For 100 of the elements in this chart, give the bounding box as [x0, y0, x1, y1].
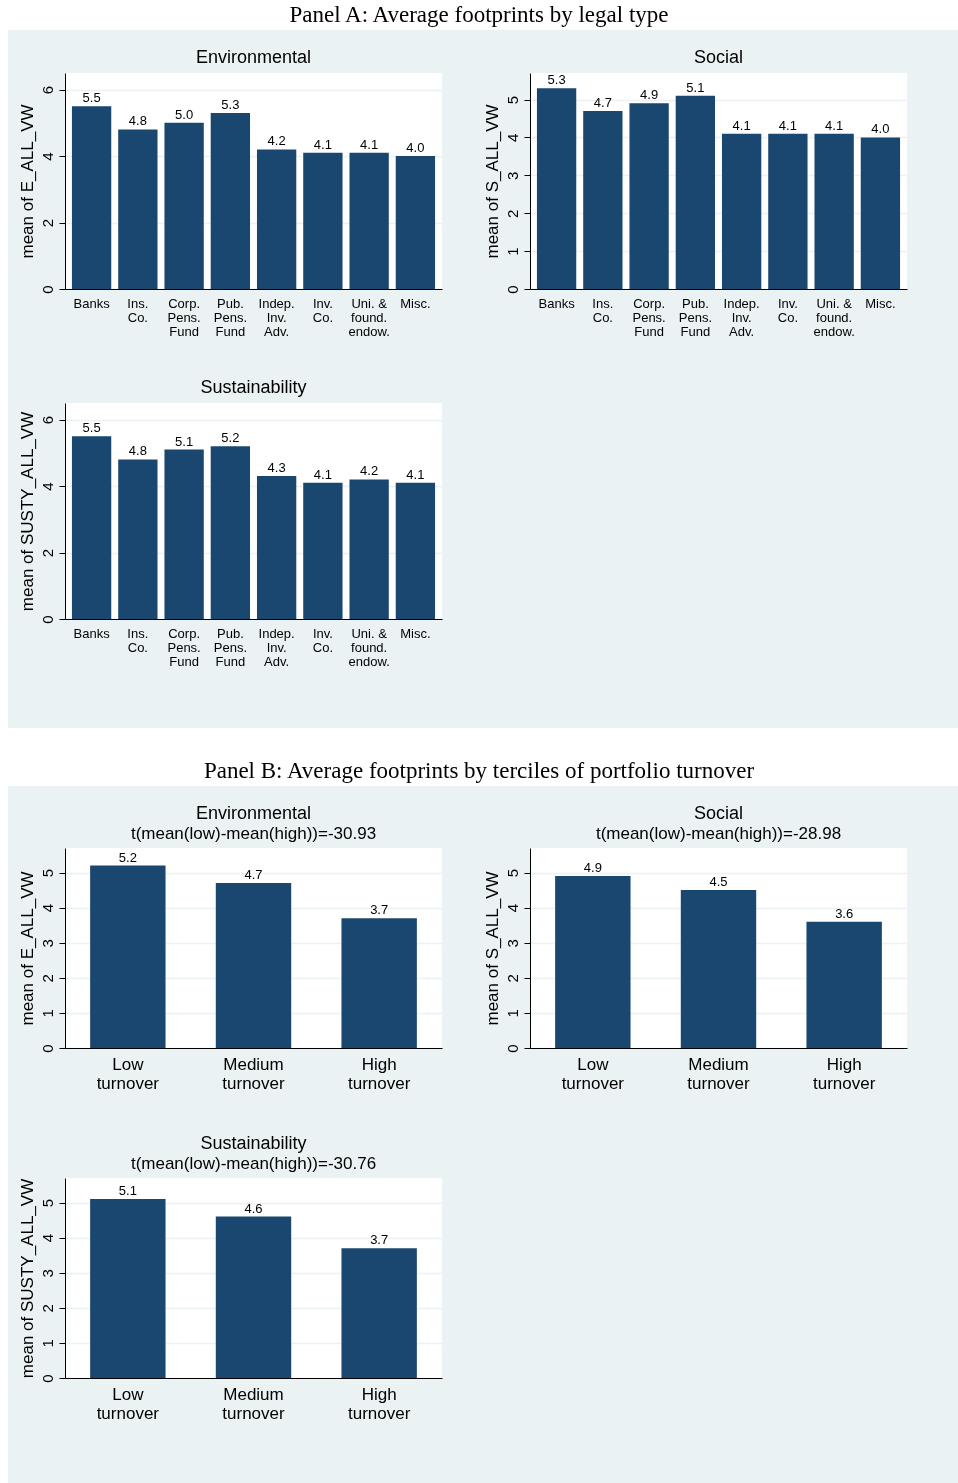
y-axis-title: mean of S_ALL_VW: [482, 871, 502, 1026]
x-tick-label: Banks: [538, 295, 576, 311]
x-tick-label: High turnover: [347, 1054, 411, 1093]
bar: [164, 122, 204, 289]
x-tick-label: Indep. Inv. Adv.: [258, 295, 295, 339]
data-label: 5.0: [175, 106, 194, 122]
bar: [675, 95, 716, 289]
bar: [721, 133, 762, 289]
data-label: 5.1: [175, 433, 194, 449]
chart-subtitle: t(mean(low)-mean(high))=-28.98: [595, 824, 842, 843]
data-label: 5.1: [686, 79, 705, 95]
bar: [536, 88, 577, 289]
bar: [118, 459, 158, 619]
chart-subtitle: t(mean(low)-mean(high))=-30.76: [130, 1154, 377, 1173]
x-tick-label: Banks: [73, 625, 111, 641]
x-tick-label: Indep. Inv. Adv.: [258, 625, 295, 669]
data-label: 4.9: [583, 860, 602, 876]
x-tick-label: High turnover: [347, 1384, 411, 1423]
data-label: 4.9: [640, 87, 659, 103]
y-tick-label: 5: [503, 868, 521, 878]
y-tick-label: 2: [38, 974, 56, 983]
bar: [215, 883, 292, 1048]
chart-title: Environmental: [195, 803, 312, 823]
data-label: 4.6: [244, 1200, 263, 1216]
bar: [768, 133, 808, 289]
bar: [629, 103, 669, 289]
y-tick-label: 4: [38, 482, 56, 491]
bar: [860, 137, 901, 289]
y-tick-label: 0: [38, 1044, 56, 1053]
y-tick-label: 2: [503, 209, 521, 218]
y-axis-title: mean of SUSTY_ALL_VW: [17, 411, 37, 612]
bar: [349, 479, 389, 619]
y-axis-title: mean of E_ALL_VW: [17, 104, 37, 259]
bar: [90, 1199, 166, 1378]
data-label: 5.2: [118, 849, 137, 865]
text: Panel A: Average footprints by legal type: [288, 1, 670, 29]
bar: [71, 106, 112, 289]
x-tick-label: Corp. Pens. Fund: [632, 295, 666, 339]
x-tick-label: Misc.: [400, 295, 431, 311]
y-tick-label: 2: [38, 548, 56, 558]
bar: [806, 921, 882, 1048]
x-tick-label: Ins. Co.: [592, 295, 614, 325]
x-tick-label: Pub. Pens. Fund: [213, 295, 247, 339]
x-tick-label: High turnover: [812, 1054, 876, 1093]
x-tick-label: Ins. Co.: [127, 295, 149, 325]
y-tick-label: 3: [503, 171, 521, 180]
bar: [341, 918, 417, 1048]
x-tick-label: Low turnover: [96, 1384, 160, 1423]
bar: [583, 110, 623, 289]
text: Panel B: Average footprints by terciles of portfolio turnover: [202, 757, 756, 785]
bar: [118, 129, 158, 289]
bar: [555, 876, 631, 1048]
x-tick-label: Misc.: [865, 295, 896, 311]
bar: [256, 149, 297, 289]
x-tick-label: Banks: [73, 295, 111, 311]
bar: [210, 446, 251, 619]
data-label: 4.8: [128, 443, 147, 459]
data-label: 4.1: [825, 117, 844, 133]
y-tick-label: 6: [38, 85, 56, 95]
data-label: 5.5: [82, 90, 101, 106]
data-label: 4.1: [360, 136, 379, 152]
data-label: 5.2: [221, 430, 240, 446]
x-tick-label: Medium turnover: [222, 1384, 286, 1423]
bar: [680, 890, 757, 1048]
data-label: 3.6: [835, 905, 854, 921]
data-label: 4.1: [406, 466, 425, 482]
y-tick-label: 1: [503, 1009, 521, 1018]
data-label: 4.1: [732, 117, 751, 133]
y-tick-label: 1: [38, 1339, 56, 1348]
y-axis-title: mean of SUSTY_ALL_VW: [17, 1178, 37, 1379]
bar: [349, 152, 389, 289]
x-tick-label: Uni. & found. endow.: [348, 625, 390, 669]
y-tick-label: 1: [38, 1009, 56, 1018]
y-tick-label: 4: [38, 1233, 56, 1243]
y-tick-label: 1: [503, 247, 521, 256]
chart-subtitle: t(mean(low)-mean(high))=-30.93: [130, 824, 377, 843]
bar: [395, 156, 436, 289]
x-tick-label: Indep. Inv. Adv.: [723, 295, 760, 339]
y-tick-label: 2: [38, 1304, 56, 1313]
y-axis-title: mean of E_ALL_VW: [17, 871, 37, 1026]
data-label: 4.1: [778, 117, 797, 133]
y-tick-label: 5: [38, 1198, 56, 1208]
data-label: 5.1: [118, 1183, 137, 1199]
y-tick-label: 3: [38, 1269, 56, 1278]
data-label: 4.2: [360, 463, 379, 479]
y-tick-label: 0: [38, 615, 56, 624]
chart-title: Environmental: [195, 47, 312, 67]
x-tick-label: Pub. Pens. Fund: [678, 295, 712, 339]
y-tick-label: 4: [503, 133, 521, 143]
x-tick-label: Inv. Co.: [312, 295, 333, 325]
x-tick-label: Low turnover: [96, 1054, 160, 1093]
y-tick-label: 2: [38, 218, 56, 228]
y-tick-label: 4: [503, 903, 521, 913]
y-tick-label: 4: [38, 152, 56, 161]
x-tick-label: Medium turnover: [687, 1054, 751, 1093]
y-tick-label: 0: [503, 1044, 521, 1053]
y-tick-label: 3: [503, 939, 521, 948]
chart-title: Sustainability: [200, 1133, 307, 1153]
bar: [303, 482, 343, 619]
bar: [814, 133, 854, 289]
